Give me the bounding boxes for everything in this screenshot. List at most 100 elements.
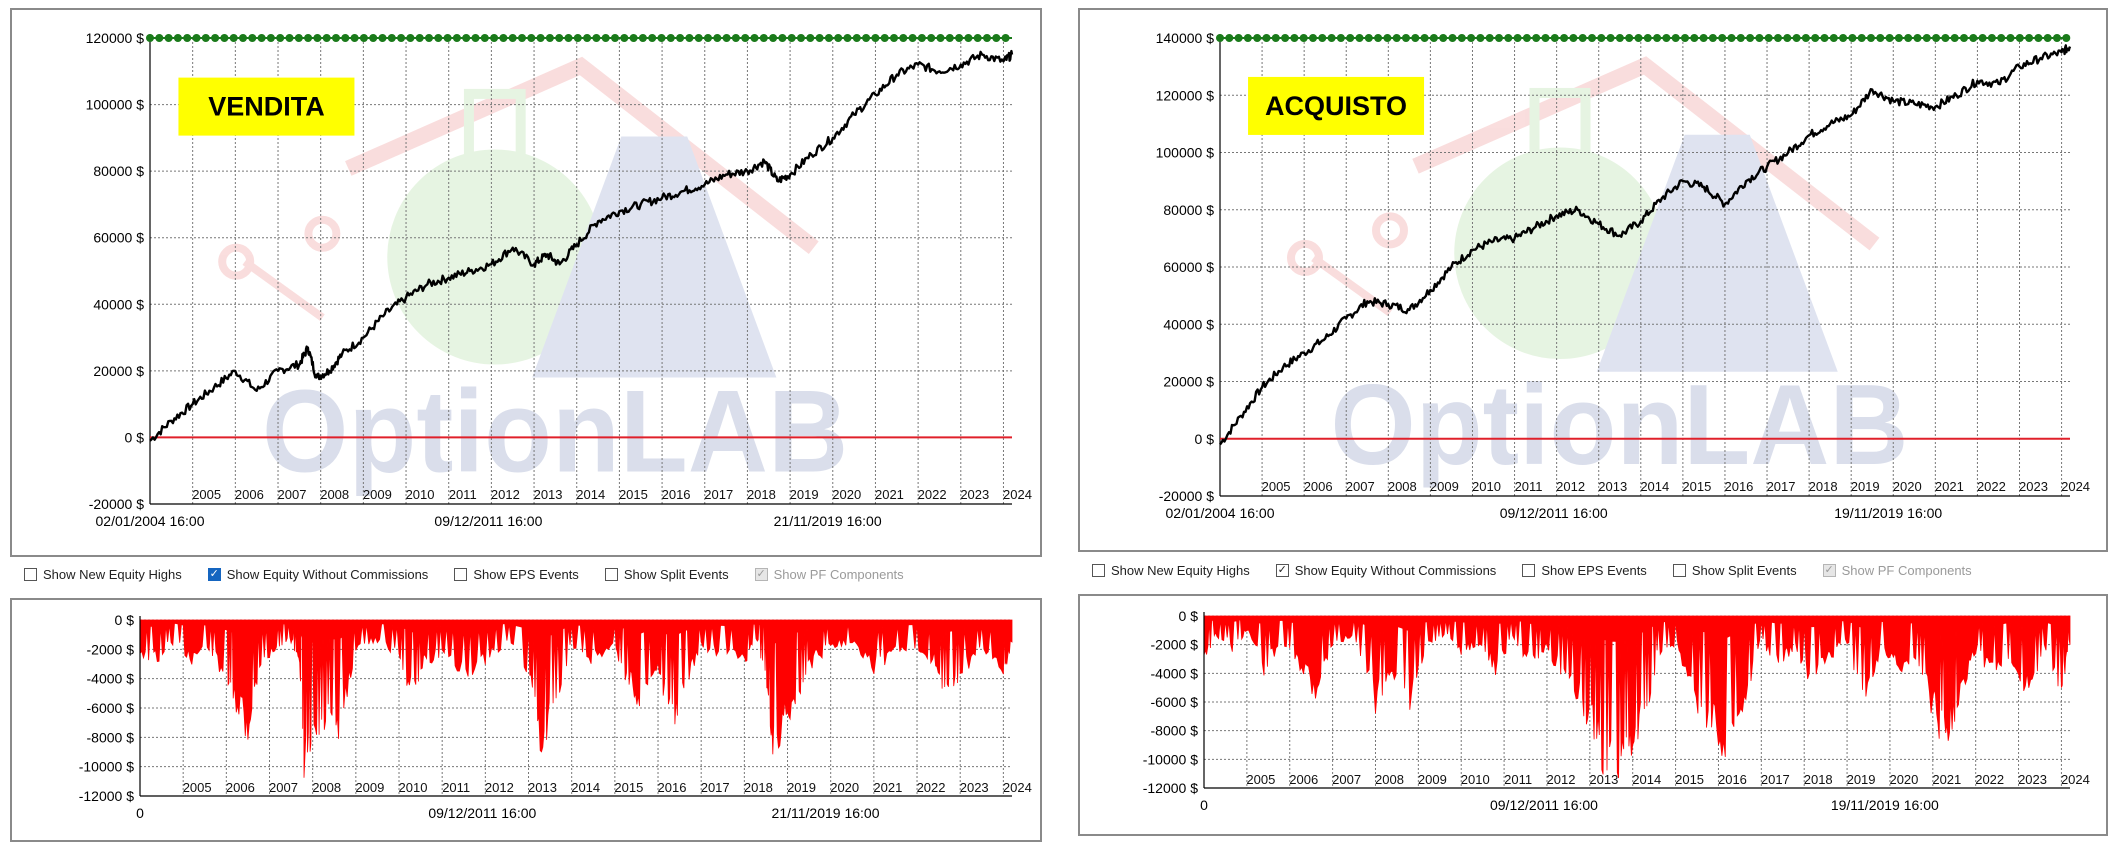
equity-high-marker [815,34,824,42]
equity-high-marker [955,34,964,42]
y-tick-label: 40000 $ [93,296,144,312]
checkbox-box[interactable] [604,567,618,581]
equity-high-marker [527,34,536,42]
equity-high-marker [1281,34,1290,42]
x-year-label: 2014 [1640,479,1669,494]
watermark-bond [242,258,325,321]
equity-high-marker [899,34,908,42]
equity-high-marker [211,34,220,42]
y-tick-label: 60000 $ [1163,259,1214,275]
x-year-label: 2018 [744,780,773,795]
equity-high-marker [406,34,415,42]
y-tick-label: 100000 $ [86,97,145,113]
y-tick-label: 0 $ [1179,608,1199,624]
equity-high-marker [173,34,182,42]
equity-high-marker [1504,34,1513,42]
watermark-flask-neck [463,88,526,165]
checkbox-show-pf-components: ✓ Show PF Components [1822,563,1972,578]
y-tick-label: 60000 $ [93,230,144,246]
drawdown-chart: 0 $ -2000 $ -4000 $ -6000 $ -8000 $ -10000 $ -… [79,612,1032,821]
panel-vendita: OptionLAB -20000 $ 0 $ 20000 $ 40000 $ 60000 … [10,0,1042,850]
checkbox-label: Show New Equity Highs [1111,562,1250,578]
equity-high-marker [155,34,164,42]
equity-high-marker [555,34,564,42]
equity-high-marker [1969,34,1978,42]
equity-high-marker [964,34,973,42]
checkbox-show-eps-events[interactable]: Show EPS Events [454,567,579,582]
equity-high-marker [1746,34,1755,42]
x-year-label: 2024 [1003,487,1032,502]
checkbox-box[interactable] [454,567,468,581]
checkbox-show-new-equity-highs[interactable]: Show New Equity Highs [1092,563,1250,578]
x-year-label: 2009 [355,780,384,795]
checkbox-show-new-equity-highs[interactable]: Show New Equity Highs [24,567,182,582]
equity-high-marker [462,34,471,42]
equity-high-marker [890,34,898,42]
drawdown-area [139,619,1013,778]
checkbox-label: Show PF Components [773,566,904,582]
x-date-label: 0 [1200,797,1208,813]
equity-high-marker [769,34,778,42]
equity-high-marker [294,34,303,42]
equity-high-marker [611,34,619,42]
equity-high-marker [1364,34,1373,42]
x-date-label: 0 [136,805,144,821]
x-date-label: 09/12/2011 16:00 [434,513,542,529]
x-date-label: 19/11/2019 16:00 [1831,797,1939,813]
watermark-flask-round [387,149,603,365]
equity-high-marker [601,34,610,42]
equity-high-marker [704,34,712,42]
checkbox-box[interactable]: ✓ [207,567,221,581]
y-tick-label: -10000 $ [79,759,134,775]
checkbox-box: ✓ [754,567,768,581]
equity-high-marker [862,34,871,42]
badge-background [178,77,355,136]
x-year-label: 2022 [918,487,947,502]
checkbox-box[interactable] [1672,563,1686,577]
x-year-label: 2022 [1975,772,2004,787]
checkbox-box[interactable] [1522,563,1536,577]
badge-label: VENDITA [208,92,325,122]
equity-high-marker [1681,34,1689,42]
checkbox-show-eps-events[interactable]: Show EPS Events [1522,563,1647,578]
equity-high-marker [1578,34,1587,42]
equity-high-marker [676,34,685,42]
equity-high-marker [2034,34,2043,42]
checkbox-label: Show EPS Events [473,566,579,582]
equity-high-marker [2025,34,2034,42]
y-tick-label: -4000 $ [1151,665,1199,681]
equity-high-marker [285,34,294,42]
equity-high-marker [341,34,350,42]
watermark-bond [1311,254,1393,317]
x-year-label: 2008 [1388,479,1417,494]
x-date-label: 02/01/2004 16:00 [1166,505,1275,521]
equity-high-marker [313,34,322,42]
y-tick-label: -6000 $ [87,700,135,716]
checkbox-label: Show Equity Without Commissions [226,566,429,582]
equity-high-marker [1336,34,1345,42]
checkbox-box[interactable] [1092,563,1105,577]
equity-high-marker [1987,34,1996,42]
checkbox-box[interactable]: ✓ [1275,563,1289,577]
equity-high-marker [1429,34,1438,42]
x-year-label: 2021 [873,780,902,795]
x-year-label: 2005 [183,780,212,795]
equity-high-marker [1922,34,1931,42]
equity-high-marker [787,34,796,42]
equity-high-marker [2006,34,2015,42]
checkbox-box[interactable] [24,567,37,581]
equity-high-marker [1411,34,1420,42]
equity-high-marker [387,34,396,42]
checkbox-show-split-events[interactable]: Show Split Events [1672,563,1797,578]
y-tick-label: -12000 $ [1143,780,1198,796]
panel-acquisto: OptionLAB -20000 $ 0 $ 20000 $ 40000 $ 60000 … [1078,0,2108,850]
equity-high-marker [1625,34,1634,42]
equity-high-marker [350,34,359,42]
checkbox-show-equity-without-commissions[interactable]: ✓ Show Equity Without Commissions [1275,563,1496,578]
equity-high-marker [1662,34,1671,42]
checkbox-show-split-events[interactable]: Show Split Events [604,567,729,582]
x-year-label: 2009 [363,487,392,502]
x-year-label: 2012 [491,487,520,502]
checkbox-show-equity-without-commissions[interactable]: ✓ Show Equity Without Commissions [207,566,429,582]
x-year-label: 2015 [1675,772,1704,787]
